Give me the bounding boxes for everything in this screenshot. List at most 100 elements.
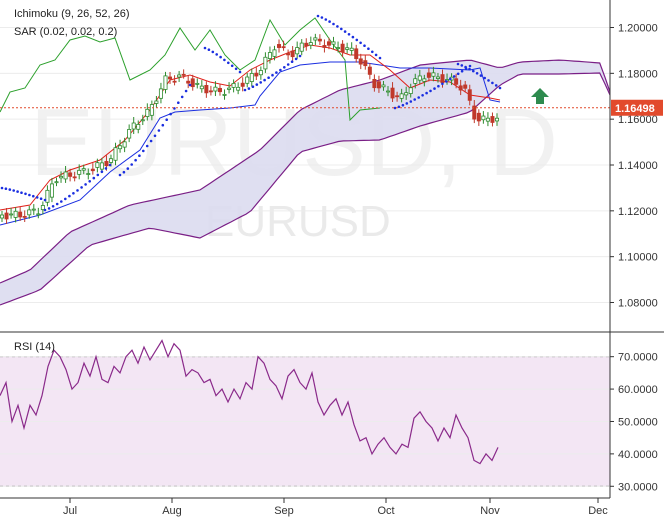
candle-body xyxy=(263,56,268,70)
sar-dot xyxy=(298,54,302,58)
sar-dot xyxy=(255,83,259,86)
candle-body xyxy=(227,87,232,90)
sar-dot xyxy=(393,106,397,110)
candle-body xyxy=(18,211,23,218)
price-tick-label: 1.16000 xyxy=(618,114,658,126)
candle-body xyxy=(222,94,227,96)
candle-body xyxy=(136,124,141,130)
candle-body xyxy=(36,213,41,216)
sar-dot xyxy=(238,70,242,74)
sar-dot xyxy=(401,103,405,107)
sar-dot xyxy=(483,76,487,80)
candle-body xyxy=(381,84,386,88)
candle-body xyxy=(118,145,123,150)
candle-body xyxy=(63,171,68,180)
time-tick-label: Dec xyxy=(588,505,608,517)
candlesticks xyxy=(0,33,499,224)
sar-dot xyxy=(243,88,247,92)
sar-dot xyxy=(374,53,378,57)
sar-dot xyxy=(267,76,270,79)
sar-dot xyxy=(343,30,347,33)
candle-body xyxy=(308,42,313,46)
sar-dot xyxy=(72,192,75,195)
candle-body xyxy=(86,173,91,175)
sar-dot xyxy=(413,98,417,101)
candle-body xyxy=(77,169,82,175)
candle-body xyxy=(213,86,218,92)
sar-dot xyxy=(234,67,238,71)
candle-body xyxy=(390,87,395,99)
candle-body xyxy=(149,104,154,116)
candle-body xyxy=(422,78,427,82)
candle-body xyxy=(108,158,113,163)
sar-dot xyxy=(100,170,104,173)
candle-body xyxy=(354,48,359,60)
sar-dot xyxy=(279,68,282,72)
sar-dot xyxy=(145,144,149,148)
sar-dot xyxy=(80,186,83,189)
sar-dot xyxy=(363,44,366,47)
candle-body xyxy=(27,209,32,216)
rsi-axis-labels: 70.0000 60.0000 50.0000 40.0000 30.0000 xyxy=(610,352,658,493)
sar-dot xyxy=(359,41,362,45)
sar-dot xyxy=(51,205,55,208)
candle-body xyxy=(22,216,27,218)
candle-body xyxy=(290,50,295,58)
ichimoku-label: Ichimoku (9, 26, 52, 26) xyxy=(14,8,130,20)
sar-dot xyxy=(126,167,130,170)
rsi-panel: RSI (14) xyxy=(0,339,610,487)
candle-body xyxy=(404,92,409,96)
candle-body xyxy=(363,60,368,67)
candle-body xyxy=(113,147,118,161)
sar-dot xyxy=(188,83,192,87)
sar-dot xyxy=(138,154,141,157)
sar-dot xyxy=(417,96,421,99)
sar-dot xyxy=(64,197,67,201)
sar-dot xyxy=(425,91,428,95)
candle-body xyxy=(31,208,36,211)
candle-body xyxy=(458,85,463,91)
sar-dot xyxy=(12,189,15,192)
sar-dot xyxy=(336,25,339,28)
candle-body xyxy=(158,88,163,99)
candle-body xyxy=(45,189,50,203)
sar-dot xyxy=(134,158,137,162)
kijun-sen xyxy=(0,61,501,226)
sar-dot xyxy=(215,53,218,56)
senkou-span-b xyxy=(0,72,611,306)
current-price-tag: 1.16498 xyxy=(611,99,663,116)
sar-dot xyxy=(437,84,440,88)
candle-body xyxy=(249,73,254,82)
candle-body xyxy=(485,117,490,122)
candle-body xyxy=(399,93,404,99)
sar-dot xyxy=(332,22,335,26)
sar-dot xyxy=(16,190,19,193)
time-tick-label: Oct xyxy=(377,505,394,517)
candle-body xyxy=(172,80,177,83)
candle-body xyxy=(59,175,64,179)
sar-dot xyxy=(177,101,180,104)
sar-dot xyxy=(8,188,12,191)
sar-dot xyxy=(122,170,126,174)
candle-body xyxy=(304,42,309,47)
candle-body xyxy=(358,58,363,65)
candle-body xyxy=(426,72,431,78)
sar-dot xyxy=(494,84,498,87)
sar-dot xyxy=(149,139,153,143)
cloud-fill xyxy=(0,60,610,305)
candle-body xyxy=(476,112,481,122)
candle-body xyxy=(168,76,173,80)
price-tick-label: 1.18000 xyxy=(618,68,658,80)
rsi-gridlines xyxy=(0,356,610,487)
sar-dot xyxy=(207,48,211,51)
time-axis-labels: Jul Aug Sep Oct Nov Dec xyxy=(63,498,608,517)
price-tick-label: 1.20000 xyxy=(618,23,658,35)
price-panel: EURUSD, D EURUSD Ichimoku (9, 26, 52, 26… xyxy=(0,8,611,306)
candle-body xyxy=(145,108,150,117)
candle-body xyxy=(367,66,372,75)
candle-body xyxy=(104,161,109,167)
candle-body xyxy=(322,45,327,48)
sar-dot xyxy=(468,64,472,68)
candle-body xyxy=(345,47,350,50)
rsi-tick-label: 30.0000 xyxy=(618,481,658,493)
